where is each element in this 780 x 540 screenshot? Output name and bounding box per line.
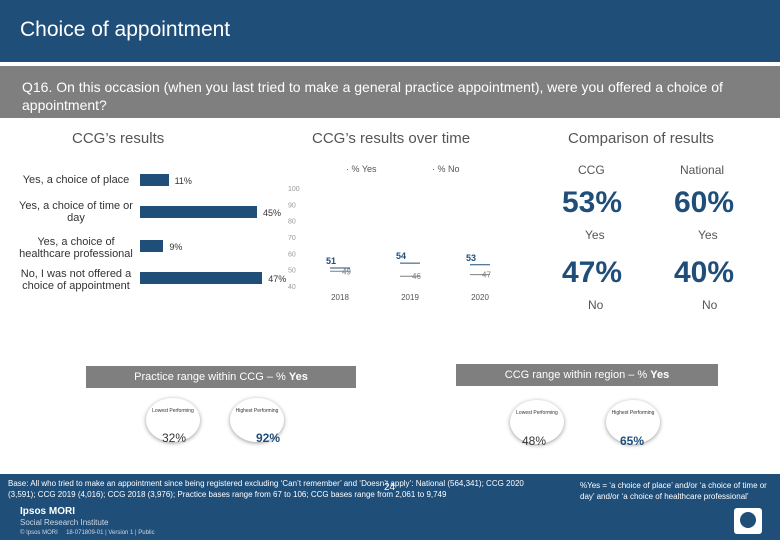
y-tick-label: 100 bbox=[288, 186, 300, 193]
y-tick-label: 80 bbox=[288, 219, 296, 226]
ccg-no-label: No bbox=[588, 298, 604, 312]
yes-data-label: 53 bbox=[466, 253, 476, 263]
institute-text: Social Research Institute bbox=[20, 518, 109, 527]
ipsos-logo-text: Ipsos MORI bbox=[20, 506, 76, 517]
bar-pct: 11% bbox=[174, 176, 192, 186]
bar bbox=[140, 240, 164, 252]
ccg-yes-value: 53% bbox=[562, 186, 623, 219]
ccg-lowest-value: 48% bbox=[522, 434, 547, 448]
footer bbox=[0, 474, 780, 540]
question-band: Q16. On this occasion (when you last tri… bbox=[0, 66, 780, 118]
practice-lowest-circle: Lowest Performing bbox=[146, 398, 200, 442]
bar-pct: 9% bbox=[169, 242, 183, 252]
bar-label: No, I was not offered a choice of appoin… bbox=[20, 268, 132, 292]
no-data-label: 47 bbox=[482, 271, 491, 280]
title-bar: Choice of appointment bbox=[0, 0, 780, 62]
trend-heading: CCG’s results over time bbox=[312, 130, 471, 147]
national-column-label: National bbox=[680, 163, 725, 177]
national-no-label: No bbox=[702, 298, 718, 312]
base-note: Base: All who tried to make an appointme… bbox=[8, 479, 524, 499]
ccg-lowest-circle: Lowest Performing bbox=[510, 400, 564, 444]
yes-definition-note: %Yes = ‘a choice of place’ and/or ‘a cho… bbox=[580, 481, 767, 501]
question-text: Q16. On this occasion (when you last tri… bbox=[22, 79, 723, 113]
comparison-heading: Comparison of results bbox=[568, 130, 714, 147]
national-yes-value: 60% bbox=[674, 186, 735, 219]
national-yes-label: Yes bbox=[698, 228, 718, 242]
ccg-column-label: CCG bbox=[578, 163, 605, 177]
bar-label: Yes, a choice of healthcare professional bbox=[19, 236, 133, 260]
bar-pct: 47% bbox=[268, 274, 287, 284]
bar bbox=[140, 272, 263, 284]
page-number: 24 bbox=[384, 482, 396, 493]
practice-range-band: Practice range within CCG – % Yes bbox=[86, 366, 356, 388]
y-tick-label: 90 bbox=[288, 202, 296, 209]
y-tick-label: 60 bbox=[288, 251, 296, 258]
ccg-highest-circle: Highest Performing bbox=[606, 400, 660, 444]
ccg-yes-label: Yes bbox=[585, 228, 605, 242]
yes-data-label: 54 bbox=[396, 251, 406, 261]
y-tick-label: 50 bbox=[288, 268, 296, 275]
ccg-no-value: 47% bbox=[562, 256, 623, 289]
trend-chart: 100 90 80 70 60 50 40 2018 2019 2020 51 54 53 49 46 47 bbox=[288, 186, 491, 302]
ipsos-logo-icon bbox=[734, 508, 762, 534]
copyright-text: © Ipsos MORI 18-071809-01 | Version 1 | … bbox=[20, 530, 155, 536]
bar bbox=[140, 174, 169, 186]
ccg-range-band: CCG range within region – % Yes bbox=[456, 364, 718, 386]
no-data-label: 49 bbox=[342, 267, 351, 276]
y-tick-label: 40 bbox=[288, 284, 296, 291]
x-tick-label: 2018 bbox=[331, 293, 349, 302]
practice-lowest-value: 32% bbox=[162, 431, 187, 445]
y-tick-label: 70 bbox=[288, 235, 296, 242]
bar bbox=[140, 206, 257, 218]
yes-data-label: 51 bbox=[326, 256, 336, 266]
bar-label: Yes, a choice of place bbox=[22, 174, 130, 186]
no-data-label: 46 bbox=[412, 272, 421, 281]
bar-label: Yes, a choice of time or day bbox=[19, 200, 133, 224]
page-title: Choice of appointment bbox=[20, 18, 231, 41]
ccg-results-heading: CCG’s results bbox=[72, 130, 165, 147]
practice-highest-value: 92% bbox=[256, 431, 281, 445]
x-tick-label: 2019 bbox=[401, 293, 419, 302]
x-tick-label: 2020 bbox=[471, 293, 489, 302]
legend-no: · % No bbox=[432, 164, 460, 174]
national-no-value: 40% bbox=[674, 256, 735, 289]
legend-yes: · % Yes bbox=[346, 164, 377, 174]
bar-pct: 45% bbox=[263, 208, 282, 218]
practice-highest-circle: Highest Performing bbox=[230, 398, 284, 442]
ccg-highest-value: 65% bbox=[620, 434, 645, 448]
